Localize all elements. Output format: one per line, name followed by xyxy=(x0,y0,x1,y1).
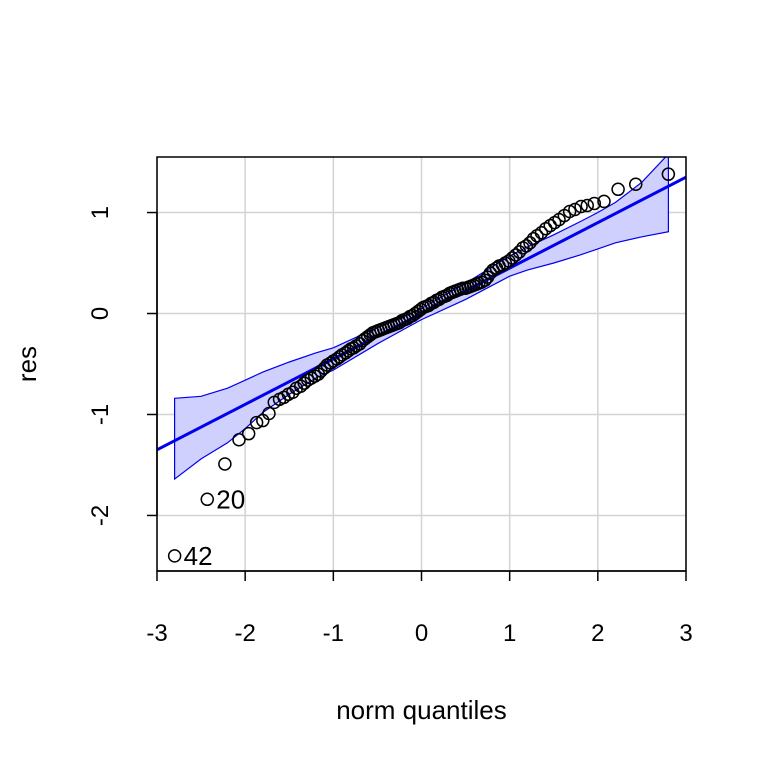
data-point xyxy=(568,202,582,217)
x-tick-label: -3 xyxy=(146,620,167,647)
data-point xyxy=(611,182,625,197)
data-point xyxy=(628,177,643,192)
data-point xyxy=(534,225,549,240)
data-point xyxy=(262,406,276,421)
x-tick-label: 2 xyxy=(591,620,604,647)
data-point xyxy=(523,236,537,250)
axes: -3 -2 -1 0 1 2 3 -2 -1 0 1 xyxy=(87,206,693,647)
y-tick-label: 0 xyxy=(87,307,114,320)
data-point xyxy=(587,196,602,211)
data-point xyxy=(580,198,595,213)
data-points xyxy=(167,167,676,563)
data-point xyxy=(200,492,215,507)
point-label: 42 xyxy=(184,541,213,571)
data-point xyxy=(661,167,676,181)
data-point xyxy=(249,415,264,430)
data-point xyxy=(297,376,311,390)
y-tick-label: -1 xyxy=(87,404,114,425)
x-tick-label: -2 xyxy=(234,620,255,647)
data-point xyxy=(167,549,182,563)
y-tick-label: 1 xyxy=(87,206,114,219)
y-tick-label: -2 xyxy=(87,505,114,526)
x-tick-label: 3 xyxy=(679,620,692,647)
data-point xyxy=(597,194,611,209)
data-point xyxy=(241,426,256,441)
data-point xyxy=(509,248,523,262)
y-axis-label: res xyxy=(12,346,42,382)
x-tick-label: 1 xyxy=(503,620,516,647)
x-axis-label: norm quantiles xyxy=(336,695,507,725)
data-point xyxy=(574,199,588,214)
x-tick-label: -1 xyxy=(323,620,344,647)
data-point xyxy=(232,432,246,447)
point-label: 20 xyxy=(216,484,245,514)
x-tick-label: 0 xyxy=(415,620,428,647)
data-point xyxy=(218,457,232,471)
data-point xyxy=(519,239,534,253)
